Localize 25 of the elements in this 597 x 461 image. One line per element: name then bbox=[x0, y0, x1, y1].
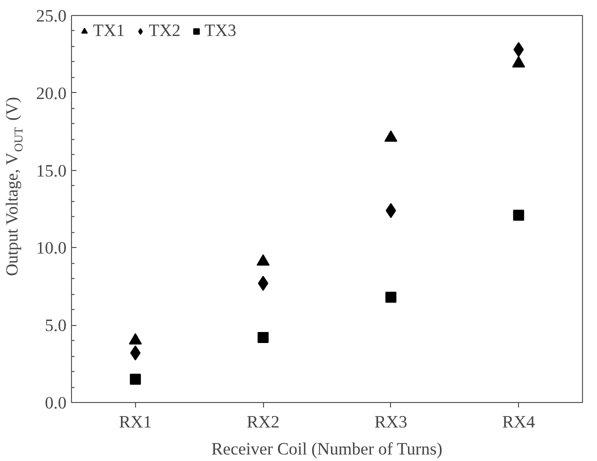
legend-label: TX2 bbox=[148, 21, 181, 41]
y-tick-label: 25.0 bbox=[36, 6, 67, 26]
point bbox=[256, 254, 270, 266]
y-tick-label: 20.0 bbox=[36, 84, 67, 103]
x-tick-label: RX3 bbox=[374, 412, 408, 432]
y-tick-label: 10.0 bbox=[36, 238, 67, 258]
y-axis-title: Output Voltage, VOUT (V) bbox=[2, 97, 26, 276]
x-tick-label: RX2 bbox=[246, 412, 280, 432]
x-axis-title: Receiver Coil (Number of Turns) bbox=[211, 440, 443, 458]
point bbox=[128, 333, 142, 345]
point bbox=[258, 332, 269, 343]
point bbox=[258, 276, 268, 291]
y-tick-label: 15.0 bbox=[36, 161, 67, 180]
x-tick-label: RX4 bbox=[502, 412, 536, 432]
point bbox=[513, 210, 524, 221]
y-tick-label: 0.0 bbox=[44, 394, 67, 412]
point bbox=[513, 42, 524, 58]
point bbox=[130, 345, 141, 360]
legend-label: TX1 bbox=[93, 21, 125, 41]
point bbox=[130, 374, 141, 385]
legend-label: TX3 bbox=[204, 21, 236, 41]
x-tick-label: RX1 bbox=[119, 412, 152, 432]
point bbox=[386, 203, 396, 218]
point bbox=[385, 292, 396, 303]
y-tick-label: 5.0 bbox=[44, 316, 67, 336]
